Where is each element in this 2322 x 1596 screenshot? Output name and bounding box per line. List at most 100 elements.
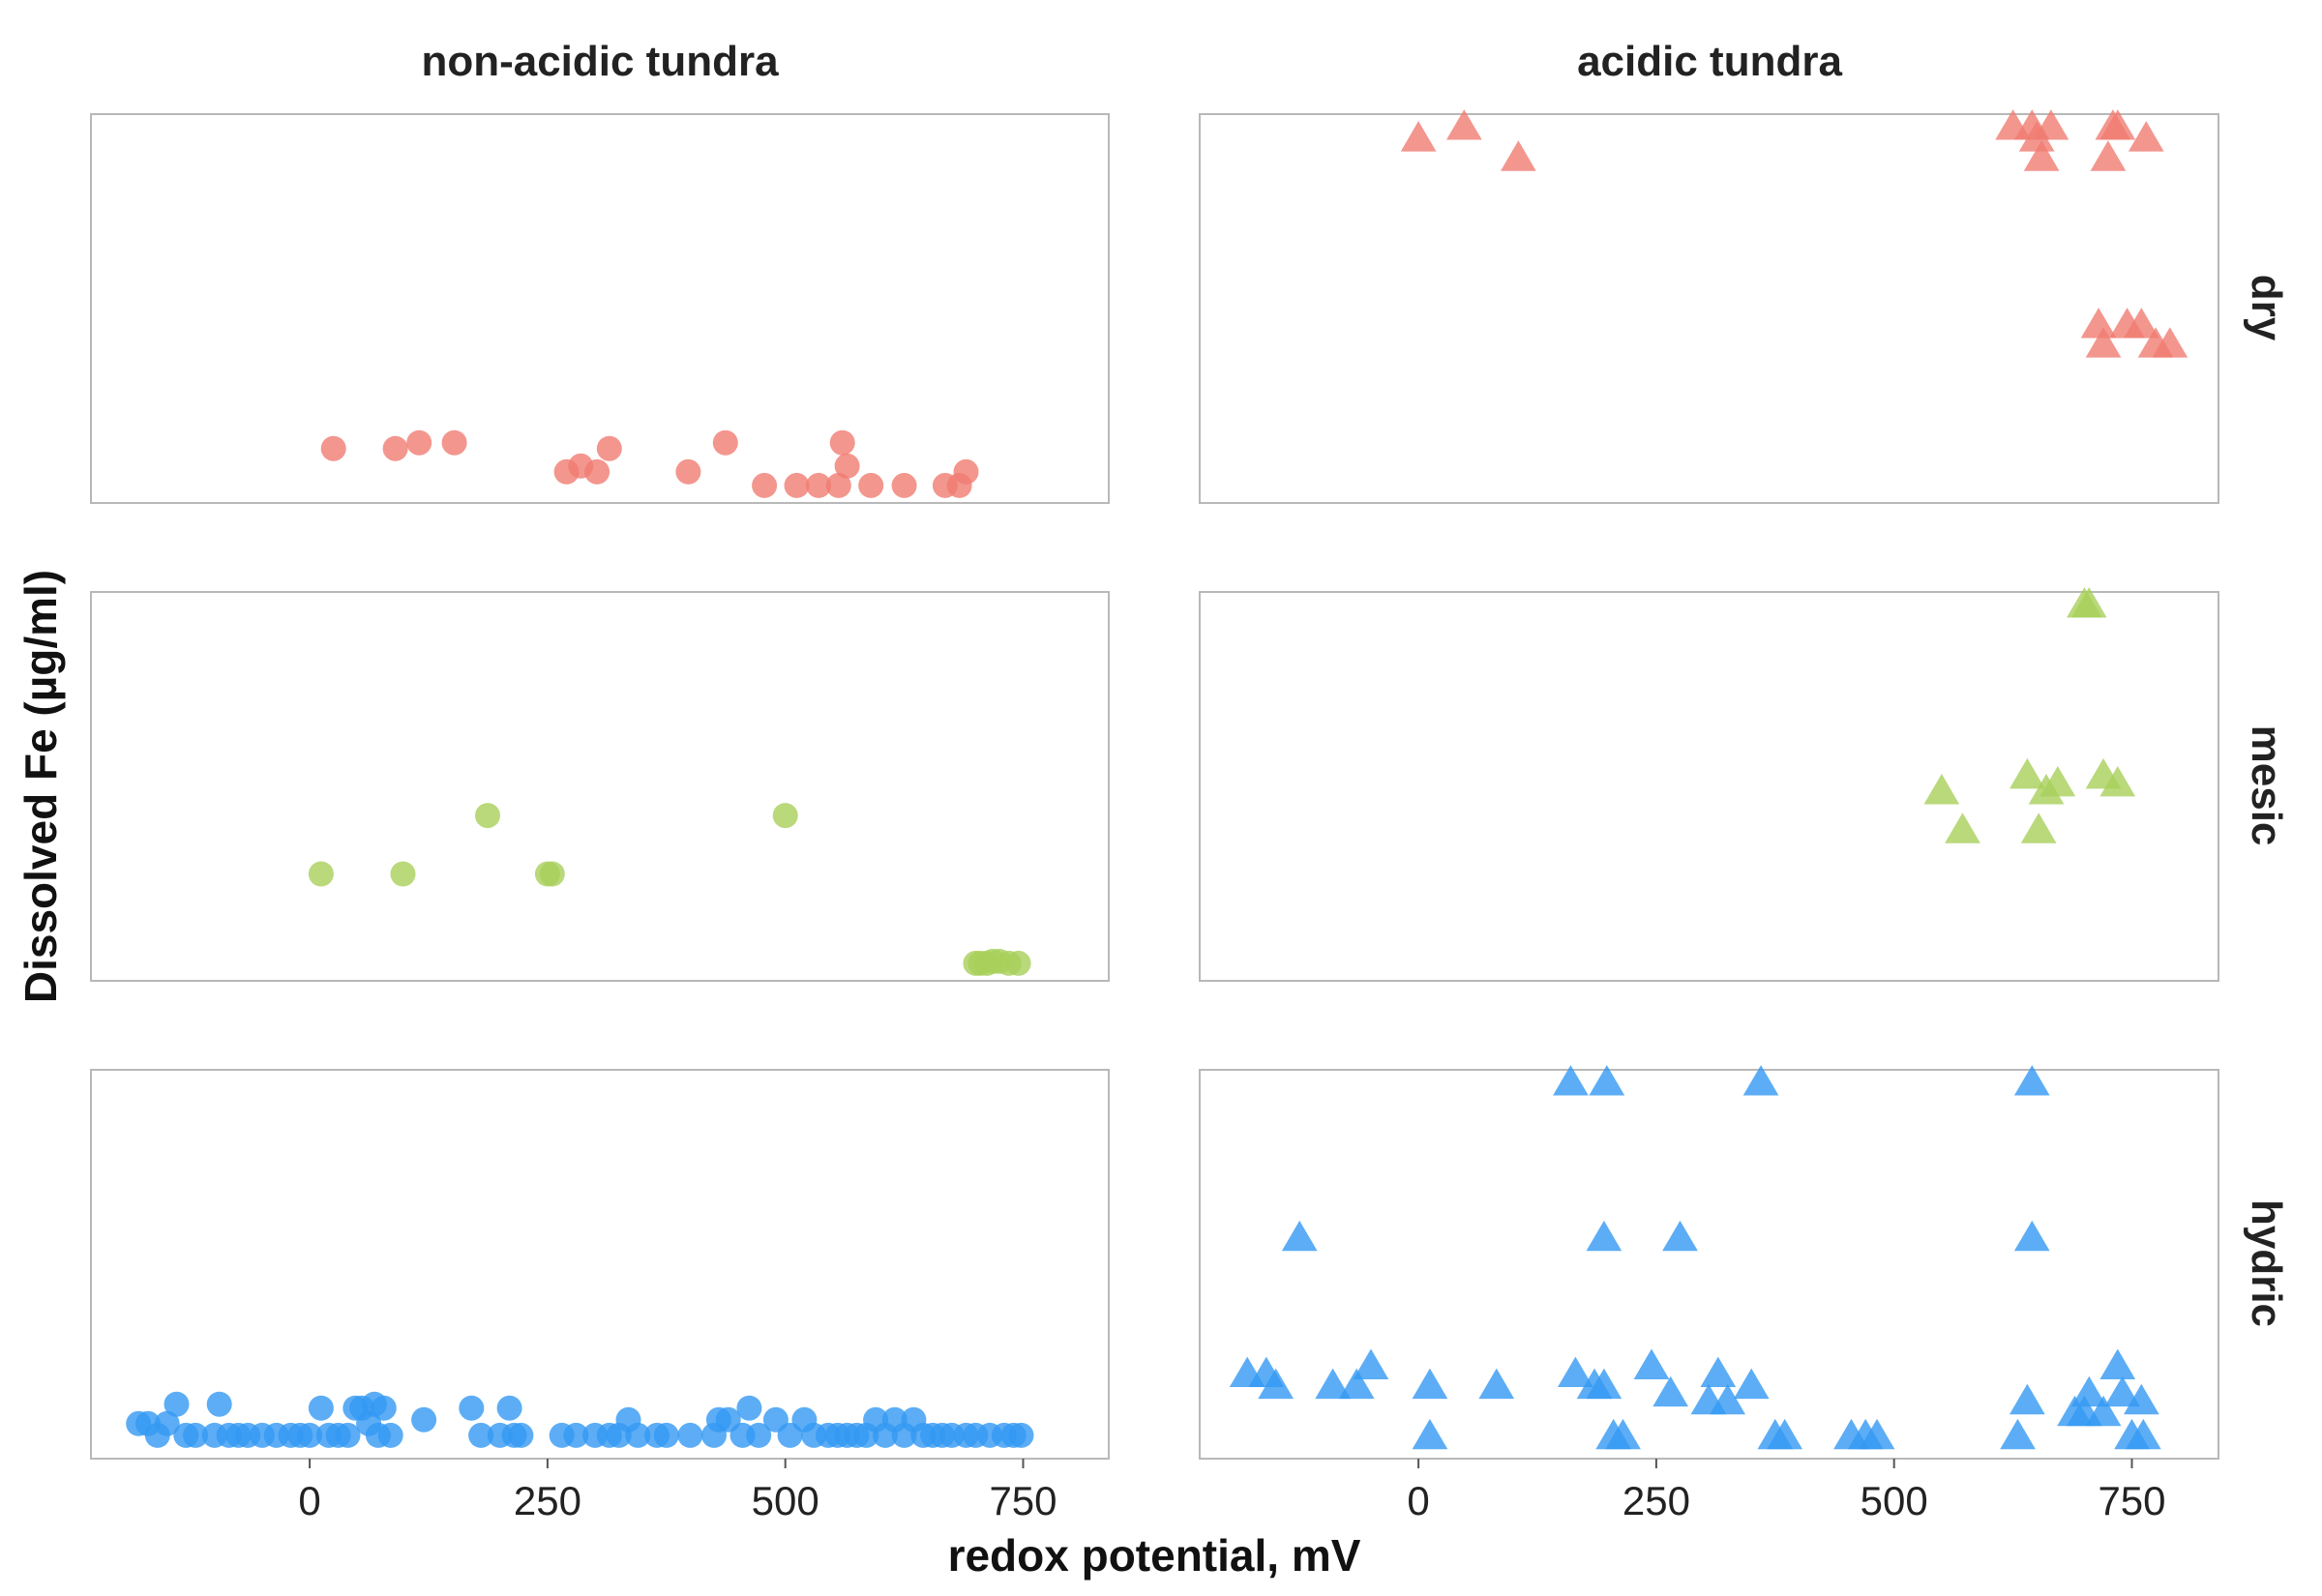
- data-point-dry-circle: [675, 458, 701, 485]
- data-point-hydric-circle: [496, 1395, 522, 1421]
- data-point-dry-triangle: [1446, 109, 1482, 140]
- data-point-hydric-triangle: [1700, 1356, 1737, 1387]
- data-point-dry-triangle: [2033, 109, 2069, 140]
- data-point-dry-triangle: [1501, 140, 1536, 171]
- data-point-dry-triangle: [2128, 121, 2164, 152]
- data-point-dry-triangle: [2085, 327, 2122, 358]
- data-point-dry-triangle: [1400, 121, 1437, 152]
- data-point-mesic-triangle: [2070, 587, 2107, 618]
- data-point-dry-triangle: [2080, 308, 2117, 339]
- data-point-hydric-circle: [371, 1395, 397, 1421]
- data-point-hydric-circle: [746, 1422, 772, 1448]
- data-point-mesic-circle: [539, 861, 565, 887]
- data-point-mesic-triangle: [2099, 766, 2136, 797]
- data-point-hydric-triangle: [1281, 1220, 1318, 1252]
- panel-frame: [1199, 113, 2219, 504]
- data-point-hydric-circle: [154, 1410, 180, 1436]
- data-point-hydric-triangle: [1633, 1348, 1670, 1379]
- data-point-dry-circle: [596, 435, 622, 461]
- data-point-hydric-circle: [297, 1422, 323, 1448]
- data-point-hydric-circle: [459, 1395, 485, 1421]
- x-tick-label: 500: [1861, 1478, 1928, 1523]
- data-point-hydric-circle: [468, 1422, 494, 1448]
- data-point-hydric-triangle: [2000, 1418, 2036, 1450]
- panel-frame: [90, 113, 1110, 504]
- data-point-mesic-triangle: [1945, 813, 1980, 843]
- data-point-hydric-triangle: [1859, 1418, 1895, 1450]
- data-point-dry-circle: [712, 429, 738, 456]
- data-point-hydric-triangle: [1412, 1418, 1448, 1450]
- points-layer: [126, 109, 2188, 1450]
- data-point-mesic-triangle: [1923, 774, 1960, 805]
- data-point-dry-circle: [584, 458, 610, 485]
- data-point-dry-circle: [834, 453, 860, 479]
- data-point-dry-circle: [320, 435, 346, 461]
- data-point-dry-circle: [382, 435, 408, 461]
- strip-label-row-1: mesic: [2243, 725, 2290, 846]
- x-tick-label: 250: [1622, 1478, 1690, 1523]
- data-point-hydric-triangle: [1767, 1418, 1802, 1450]
- data-point-dry-triangle: [2124, 308, 2159, 339]
- data-point-dry-circle: [829, 429, 855, 456]
- data-point-hydric-triangle: [2013, 1065, 2050, 1096]
- data-point-hydric-circle: [308, 1395, 334, 1421]
- data-point-hydric-triangle: [1589, 1065, 1625, 1096]
- data-point-mesic-circle: [772, 803, 798, 829]
- data-point-dry-triangle: [2099, 109, 2136, 140]
- data-point-hydric-circle: [653, 1422, 679, 1448]
- data-point-mesic-circle: [1005, 950, 1031, 976]
- panel-frame: [1199, 1069, 2219, 1460]
- x-tick-label: 250: [514, 1478, 581, 1523]
- x-tick-label: 750: [989, 1478, 1057, 1523]
- data-point-hydric-triangle: [1412, 1368, 1448, 1400]
- data-point-dry-triangle: [2152, 327, 2188, 358]
- x-axis-ticks: 0 250 500 750 0 250 500 750: [298, 1459, 2166, 1523]
- data-point-hydric-triangle: [2099, 1348, 2136, 1379]
- strip-label-row-2: hydric: [2243, 1199, 2290, 1327]
- data-point-hydric-circle: [183, 1422, 209, 1448]
- data-point-hydric-triangle: [1605, 1418, 1641, 1450]
- panel-frame: [90, 591, 1110, 982]
- data-point-hydric-circle: [411, 1406, 437, 1433]
- data-point-dry-circle: [858, 472, 884, 498]
- data-point-hydric-circle: [335, 1422, 361, 1448]
- data-point-hydric-circle: [164, 1391, 190, 1417]
- data-point-hydric-circle: [508, 1422, 534, 1448]
- data-point-hydric-triangle: [2070, 1375, 2107, 1407]
- strip-label-col-1: acidic tundra: [1577, 38, 1842, 85]
- data-point-dry-circle: [406, 429, 432, 456]
- data-point-hydric-triangle: [1478, 1368, 1515, 1400]
- x-tick-label: 500: [752, 1478, 819, 1523]
- data-point-hydric-triangle: [1742, 1065, 1779, 1096]
- y-axis-title: Dissolved Fe (µg/ml): [15, 570, 66, 1003]
- data-point-hydric-triangle: [1558, 1356, 1593, 1387]
- data-point-hydric-circle: [1008, 1422, 1034, 1448]
- data-point-hydric-triangle: [1258, 1368, 1294, 1400]
- data-point-hydric-triangle: [1733, 1368, 1770, 1400]
- data-point-dry-circle: [825, 472, 851, 498]
- data-point-hydric-circle: [736, 1395, 762, 1421]
- data-point-dry-triangle: [2023, 140, 2060, 171]
- data-point-hydric-triangle: [1586, 1368, 1622, 1400]
- data-point-mesic-circle: [308, 861, 334, 887]
- data-point-dry-triangle: [2090, 140, 2127, 171]
- data-point-hydric-triangle: [1662, 1220, 1698, 1252]
- data-point-dry-circle: [891, 472, 917, 498]
- data-point-hydric-circle: [377, 1422, 403, 1448]
- panel-frame: [90, 1069, 1110, 1460]
- data-point-hydric-triangle: [1353, 1348, 1389, 1379]
- data-point-mesic-circle: [390, 861, 416, 887]
- data-point-hydric-triangle: [2009, 1383, 2045, 1415]
- data-point-mesic-circle: [475, 803, 500, 829]
- data-point-dry-circle: [806, 472, 832, 498]
- data-point-hydric-triangle: [1586, 1220, 1622, 1252]
- data-point-hydric-triangle: [2104, 1375, 2140, 1407]
- x-tick-label: 750: [2098, 1478, 2165, 1523]
- data-point-hydric-circle: [206, 1391, 232, 1417]
- data-point-dry-circle: [752, 472, 778, 498]
- strip-label-row-0: dry: [2243, 275, 2290, 341]
- data-point-hydric-triangle: [2085, 1395, 2122, 1427]
- x-tick-label: 0: [298, 1478, 320, 1523]
- x-axis-title: redox potential, mV: [948, 1530, 1361, 1581]
